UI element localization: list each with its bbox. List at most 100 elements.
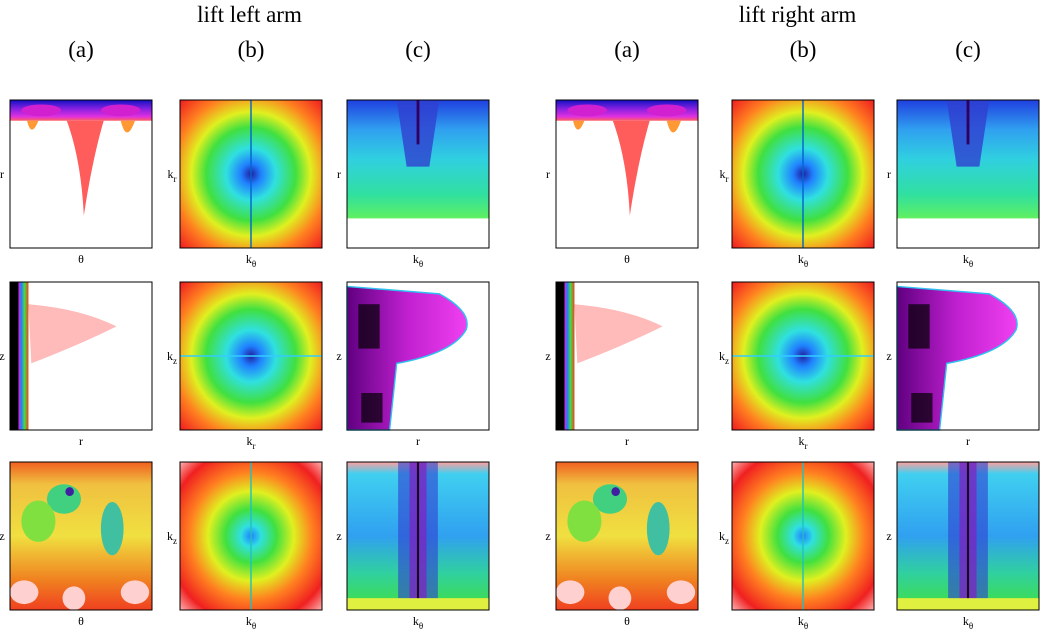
blob [65, 487, 74, 497]
patch [908, 304, 930, 349]
x-axis-label-part: k [798, 614, 804, 628]
blob [21, 104, 62, 117]
y-axis-label-part: z [545, 529, 550, 543]
patch [358, 304, 380, 349]
panel: kz kr [167, 281, 323, 451]
panel-frame [555, 99, 699, 249]
y-axis-label-part: z [336, 529, 341, 543]
panel-frame [346, 281, 490, 431]
x-axis-label: kθ [963, 252, 973, 269]
x-axis-label-part: r [805, 441, 808, 451]
panel-image [556, 282, 698, 430]
panel-image [10, 462, 152, 610]
x-axis-label-part: r [79, 434, 83, 448]
x-axis-label-part: θ [969, 259, 973, 269]
y-axis-label: kz [167, 349, 177, 366]
y-axis-label: r [887, 167, 891, 181]
panel-frame [731, 461, 875, 611]
panel-frame [555, 281, 699, 431]
x-axis-label-part: θ [419, 621, 423, 631]
y-axis-label: r [337, 167, 341, 181]
blob [567, 104, 608, 117]
bg [10, 282, 152, 430]
x-axis-label: kθ [246, 252, 256, 269]
y-axis-label: kz [719, 529, 729, 546]
x-axis-label: kθ [798, 252, 808, 269]
y-axis-label-part: k [720, 167, 726, 181]
panel-image [556, 462, 698, 610]
x-axis-label-part: k [798, 252, 804, 266]
y-axis-label: z [336, 349, 341, 363]
y-axis-label: z [886, 349, 891, 363]
x-axis-label-part: θ [969, 621, 973, 631]
column-label: (c) [955, 37, 981, 62]
x-axis-label-part: θ [804, 621, 808, 631]
panel-image [347, 462, 489, 611]
panel-image [346, 282, 489, 431]
x-axis-label-part: θ [624, 614, 630, 628]
plume [28, 304, 117, 364]
panel-image [10, 100, 152, 248]
plume [120, 120, 135, 133]
panel-frame [9, 99, 153, 249]
x-axis-label: r [966, 434, 970, 448]
x-axis-label: r [625, 434, 629, 448]
panel: zr [336, 281, 490, 448]
patch [911, 393, 933, 423]
blob [666, 580, 696, 605]
band [556, 282, 565, 430]
panel-frame [179, 99, 323, 249]
bg [556, 282, 698, 430]
panel-image [10, 282, 152, 430]
panel: zθ [545, 461, 699, 628]
y-axis-label: z [886, 529, 891, 543]
y-axis-label-part: r [0, 167, 4, 181]
x-axis-label-part: θ [252, 621, 256, 631]
blob [611, 487, 620, 497]
panel-frame [179, 281, 323, 431]
panel: zr [0, 281, 153, 448]
panel-image [897, 100, 1039, 248]
column-label: (a) [68, 37, 94, 62]
y-axis-label-part: z [0, 349, 5, 363]
y-axis-label: kz [719, 349, 729, 366]
y-axis-label: kr [720, 167, 729, 184]
panel-frame [346, 461, 490, 611]
group-title: lift left arm [197, 2, 302, 27]
y-axis-label-part: r [887, 167, 891, 181]
blob [100, 104, 141, 117]
x-axis-label-part: k [963, 614, 969, 628]
plume [666, 120, 681, 133]
x-axis-label: θ [624, 252, 630, 266]
blob [62, 586, 86, 610]
band [897, 598, 1039, 610]
x-axis-label-part: θ [419, 259, 423, 269]
x-axis-label-part: k [246, 252, 252, 266]
x-axis-label: kθ [246, 614, 256, 631]
y-axis-label-part: k [167, 529, 173, 543]
y-axis-label: kr [168, 167, 177, 184]
x-axis-label-part: r [625, 434, 629, 448]
band [10, 282, 19, 430]
y-axis-label-part: z [545, 349, 550, 363]
panel-frame [9, 281, 153, 431]
x-axis-label: θ [78, 614, 84, 628]
x-axis-label-part: k [963, 252, 969, 266]
x-axis-label-part: θ [78, 614, 84, 628]
y-axis-label-part: r [174, 174, 177, 184]
blob [608, 586, 632, 610]
y-axis-label-part: k [719, 529, 725, 543]
patch [361, 393, 383, 423]
x-axis-label: kr [247, 434, 256, 451]
panel-image [347, 100, 489, 248]
blob [21, 500, 56, 542]
column-label: (b) [238, 37, 265, 62]
y-axis-label-part: r [726, 174, 729, 184]
panel-frame [555, 461, 699, 611]
panel-image [556, 100, 698, 248]
y-axis-label: z [545, 529, 550, 543]
band [347, 598, 489, 610]
